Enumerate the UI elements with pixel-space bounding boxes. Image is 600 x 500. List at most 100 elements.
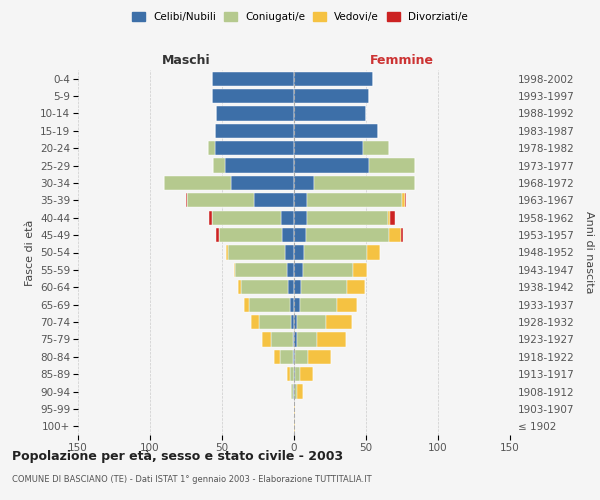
Bar <box>215 124 294 138</box>
Bar <box>293 384 294 398</box>
Bar <box>294 158 369 172</box>
Bar <box>291 315 294 329</box>
Bar <box>389 228 401 242</box>
Bar <box>212 210 281 225</box>
Bar <box>271 332 293 346</box>
Bar <box>238 280 241 294</box>
Bar <box>308 350 331 364</box>
Bar <box>297 332 317 346</box>
Bar <box>274 350 280 364</box>
Bar <box>219 228 283 242</box>
Bar <box>388 210 391 225</box>
Bar <box>294 141 363 156</box>
Bar <box>281 210 294 225</box>
Bar <box>294 176 314 190</box>
Bar <box>363 141 389 156</box>
Bar <box>225 158 294 172</box>
Bar <box>294 263 302 277</box>
Bar <box>216 106 294 120</box>
Bar <box>294 210 307 225</box>
Bar <box>294 193 307 208</box>
Bar <box>295 350 308 364</box>
Bar <box>291 384 293 398</box>
Bar <box>293 332 294 346</box>
Bar <box>305 228 389 242</box>
Bar <box>215 141 294 156</box>
Bar <box>226 246 228 260</box>
Bar <box>259 315 291 329</box>
Bar <box>294 106 366 120</box>
Bar <box>294 228 305 242</box>
Bar <box>295 367 300 382</box>
Bar <box>283 228 294 242</box>
Bar <box>294 315 297 329</box>
Bar <box>337 298 358 312</box>
Bar <box>293 350 294 364</box>
Bar <box>262 332 271 346</box>
Bar <box>290 367 294 382</box>
Bar <box>294 246 304 260</box>
Bar <box>294 72 373 86</box>
Bar <box>212 72 294 86</box>
Bar <box>233 263 235 277</box>
Text: Popolazione per età, sesso e stato civile - 2003: Popolazione per età, sesso e stato civil… <box>12 450 343 463</box>
Bar <box>294 367 295 382</box>
Bar <box>317 332 346 346</box>
Bar <box>228 246 286 260</box>
Bar <box>300 367 313 382</box>
Text: Femmine: Femmine <box>370 54 434 66</box>
Bar <box>294 280 301 294</box>
Bar <box>405 193 406 208</box>
Bar <box>286 246 294 260</box>
Bar <box>294 402 295 416</box>
Text: Maschi: Maschi <box>161 54 211 66</box>
Bar <box>301 280 347 294</box>
Y-axis label: Anni di nascita: Anni di nascita <box>584 211 594 294</box>
Bar <box>280 350 293 364</box>
Bar <box>164 176 230 190</box>
Bar <box>288 280 294 294</box>
Bar <box>304 246 367 260</box>
Bar <box>326 315 352 329</box>
Bar <box>294 332 297 346</box>
Bar <box>369 158 415 172</box>
Bar <box>187 193 254 208</box>
Bar <box>186 193 187 208</box>
Bar <box>353 263 367 277</box>
Bar <box>209 210 212 225</box>
Bar <box>297 315 326 329</box>
Bar <box>230 176 294 190</box>
Bar <box>244 298 250 312</box>
Bar <box>214 158 225 172</box>
Bar <box>235 263 287 277</box>
Bar <box>294 419 295 434</box>
Bar <box>297 384 302 398</box>
Bar <box>402 193 405 208</box>
Bar <box>254 193 294 208</box>
Bar <box>212 89 294 103</box>
Bar <box>307 193 402 208</box>
Bar <box>294 384 297 398</box>
Y-axis label: Fasce di età: Fasce di età <box>25 220 35 286</box>
Bar <box>287 263 294 277</box>
Bar <box>391 210 395 225</box>
Text: COMUNE DI BASCIANO (TE) - Dati ISTAT 1° gennaio 2003 - Elaborazione TUTTITALIA.I: COMUNE DI BASCIANO (TE) - Dati ISTAT 1° … <box>12 475 371 484</box>
Bar <box>367 246 380 260</box>
Bar <box>347 280 365 294</box>
Bar <box>314 176 415 190</box>
Bar <box>287 367 290 382</box>
Bar <box>300 298 337 312</box>
Bar <box>307 210 388 225</box>
Bar <box>250 298 290 312</box>
Bar <box>251 315 259 329</box>
Bar <box>294 124 377 138</box>
Bar <box>241 280 288 294</box>
Bar <box>216 228 219 242</box>
Bar <box>290 298 294 312</box>
Bar <box>208 141 215 156</box>
Bar <box>302 263 353 277</box>
Bar <box>294 350 295 364</box>
Bar <box>294 89 369 103</box>
Bar <box>294 298 300 312</box>
Bar <box>401 228 403 242</box>
